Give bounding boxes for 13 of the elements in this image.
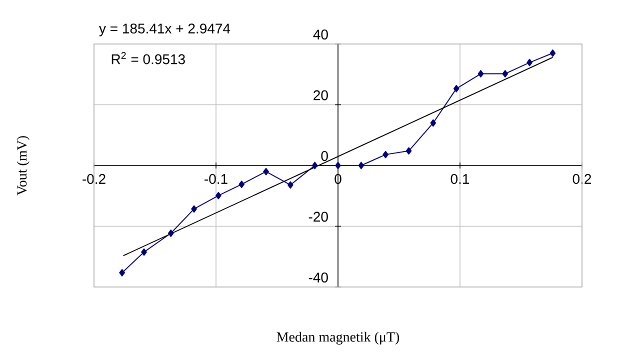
x-tick-label: -0.1 (204, 174, 228, 184)
annotation: R$^{2}$ = 0.9513 (112, 52, 185, 64)
y-tick-label: 0 (321, 151, 328, 161)
y-axis-title: Vout (mV) (16, 136, 30, 196)
y-tick-label: -40 (308, 272, 328, 282)
x-tick-label: -0.2 (82, 174, 106, 184)
y-tick-label: -20 (308, 212, 328, 222)
x-tick-label: 0.2 (572, 174, 592, 184)
y-tick-label: 40 (313, 30, 328, 40)
text: y = 185.41x + 2.9474 (99, 24, 230, 36)
x-tick-label: 0.1 (450, 174, 470, 184)
x-axis-title: Medan magnetik (μT) (276, 332, 400, 345)
y-tick-label: 20 (314, 90, 328, 100)
